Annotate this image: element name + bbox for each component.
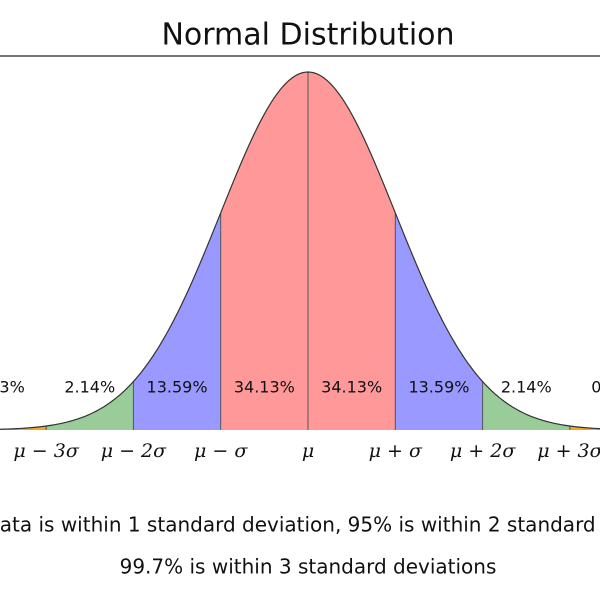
caption-line: 99.7% is within 3 standard deviations <box>120 555 497 579</box>
x-label: μ + 2σ <box>450 440 516 462</box>
region <box>46 381 134 430</box>
x-label: μ − 2σ <box>101 440 167 462</box>
labels: 0.13% 2.14% 13.59% 34.13% 34.13% 13.59% 2.14% 0… <box>0 378 600 579</box>
x-label: μ <box>302 440 314 462</box>
region <box>308 72 396 430</box>
title: Normal Distribution <box>161 18 454 53</box>
region <box>220 72 308 430</box>
x-label: μ − σ <box>194 440 248 462</box>
region-label: 34.13% <box>234 378 295 397</box>
region-label: 0.13% <box>0 378 25 397</box>
x-label: μ + 3σ <box>537 440 600 462</box>
curve <box>0 71 600 430</box>
region-label: 2.14% <box>64 378 115 397</box>
x-label: μ + σ <box>369 440 423 462</box>
region-label: 13.59% <box>147 378 208 397</box>
region <box>482 381 570 430</box>
region-label: 13.59% <box>408 378 469 397</box>
x-label: μ − 3σ <box>13 440 79 462</box>
regions <box>0 71 600 430</box>
region-label: 0.13% <box>591 378 600 397</box>
region-label: 34.13% <box>321 378 382 397</box>
caption-line: 68% of data is within 1 standard deviati… <box>0 513 600 537</box>
region-label: 2.14% <box>501 378 552 397</box>
